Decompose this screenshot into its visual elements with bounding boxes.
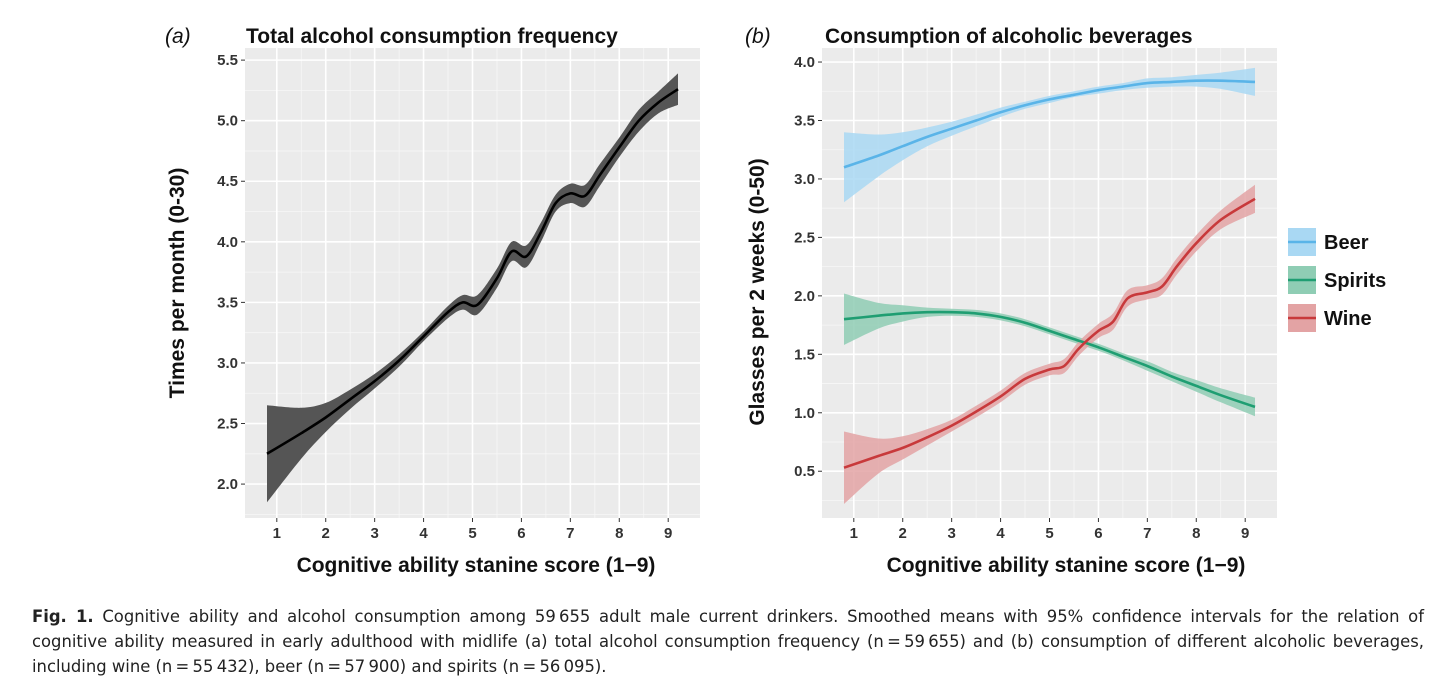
confidence-band-total	[267, 73, 678, 503]
y-tick-label: 3.0	[217, 355, 238, 372]
y-tick-label: 5.5	[217, 52, 238, 69]
caption-figure-label: Fig. 1.	[32, 607, 94, 626]
panel-a-x-ticks: 1 2 3 4 5 6 7 8 9	[273, 518, 672, 542]
series-line-wine	[843, 197, 1256, 469]
panel-b: (b) Consumption of alcoholic beverages 1…	[745, 25, 1386, 577]
panel-a-label: (a)	[165, 25, 191, 48]
y-tick-label: 1.0	[794, 405, 815, 422]
panel-b-y-ticks: 0.5 1.0 1.5 2.0 2.5 3.0 3.5 4.0	[794, 54, 822, 480]
y-tick-label: 4.5	[217, 173, 238, 190]
legend-item-wine: Wine	[1288, 304, 1372, 332]
series-line-beer	[843, 79, 1256, 169]
panel-a-y-ticks: 2.0 2.5 3.0 3.5 4.0 4.5 5.0 5.5	[217, 52, 245, 493]
y-tick-label: 1.5	[794, 346, 815, 363]
panel-b-series-lines	[843, 79, 1256, 469]
x-tick-label: 1	[850, 525, 858, 542]
x-tick-label: 9	[1241, 525, 1249, 542]
x-tick-label: 4	[419, 525, 428, 542]
x-tick-label: 5	[1045, 525, 1053, 542]
y-tick-label: 2.5	[794, 229, 815, 246]
y-tick-label: 4.0	[217, 234, 238, 251]
confidence-band-wine	[844, 184, 1255, 505]
y-tick-label: 2.0	[794, 288, 815, 305]
x-tick-label: 8	[615, 525, 623, 542]
panel-a: (a) Total alcohol consumption frequency …	[165, 25, 700, 577]
x-tick-label: 7	[1143, 525, 1151, 542]
y-tick-label: 4.0	[794, 54, 815, 71]
x-tick-label: 6	[1094, 525, 1102, 542]
panel-b-x-ticks: 1 2 3 4 5 6 7 8 9	[850, 518, 1249, 542]
figure-caption: Fig. 1. Cognitive ability and alcohol co…	[32, 604, 1424, 679]
y-tick-label: 5.0	[217, 113, 238, 130]
series-line-total	[266, 88, 679, 455]
x-tick-label: 8	[1192, 525, 1200, 542]
panel-a-confidence-bands	[267, 73, 678, 503]
panel-b-label: (b)	[745, 25, 771, 48]
x-tick-label: 4	[996, 525, 1005, 542]
y-tick-label: 3.5	[794, 112, 815, 129]
series-line-spirits	[843, 310, 1256, 409]
panel-b-y-axis-title: Glasses per 2 weeks (0-50)	[746, 158, 769, 425]
caption-text: Cognitive ability and alcohol consumptio…	[32, 607, 1424, 676]
y-tick-label: 3.0	[794, 171, 815, 188]
x-tick-label: 2	[899, 525, 907, 542]
x-tick-label: 2	[322, 525, 330, 542]
panel-a-x-axis-title: Cognitive ability stanine score (1−9)	[297, 554, 656, 577]
x-tick-label: 5	[468, 525, 476, 542]
x-tick-label: 6	[517, 525, 525, 542]
legend-label-beer: Beer	[1324, 232, 1369, 254]
x-tick-label: 7	[566, 525, 574, 542]
panel-a-series-lines	[266, 88, 679, 455]
panel-a-title: Total alcohol consumption frequency	[246, 25, 618, 48]
legend-item-beer: Beer	[1288, 228, 1369, 256]
panel-b-title: Consumption of alcoholic beverages	[825, 25, 1193, 48]
x-tick-label: 9	[664, 525, 672, 542]
x-tick-label: 3	[947, 525, 955, 542]
y-tick-label: 3.5	[217, 294, 238, 311]
legend-label-wine: Wine	[1324, 308, 1372, 330]
legend-item-spirits: Spirits	[1288, 266, 1386, 294]
panel-b-x-axis-title: Cognitive ability stanine score (1−9)	[887, 554, 1246, 577]
panel-a-grid	[245, 48, 700, 518]
legend-label-spirits: Spirits	[1324, 270, 1386, 292]
panel-b-legend: Beer Spirits Wine	[1288, 228, 1386, 332]
figure: (a) Total alcohol consumption frequency …	[165, 25, 1386, 577]
panel-a-y-axis-title: Times per month (0-30)	[166, 168, 189, 399]
x-tick-label: 1	[273, 525, 281, 542]
y-tick-label: 2.5	[217, 416, 238, 433]
confidence-band-spirits	[844, 293, 1255, 417]
y-tick-label: 2.0	[217, 476, 238, 493]
y-tick-label: 0.5	[794, 463, 815, 480]
x-tick-label: 3	[370, 525, 378, 542]
